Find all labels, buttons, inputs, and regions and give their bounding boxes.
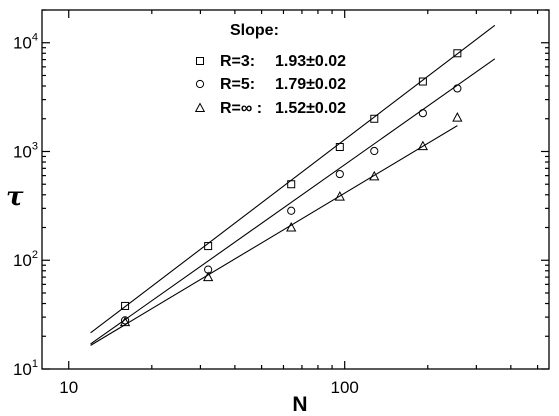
data-point-square: [453, 49, 462, 58]
fit-line-series-3: [90, 125, 458, 346]
fit-line-series-1: [90, 24, 496, 334]
fit-lines: [90, 24, 496, 346]
legend-slope-value: 1.79±0.02: [275, 76, 346, 93]
data-point-square: [418, 77, 427, 86]
legend-marker-circle: [195, 79, 205, 89]
y-tick-label: 101: [13, 358, 38, 379]
data-point-circle: [287, 206, 296, 215]
x-tick-label: 10: [59, 378, 78, 397]
y-tick-label: 103: [13, 140, 38, 161]
data-point-circle: [453, 84, 462, 93]
data-point-triangle: [119, 316, 131, 327]
data-point-triangle: [286, 221, 297, 232]
data-point-square: [121, 301, 130, 310]
data-point-triangle: [203, 271, 214, 282]
legend-label: R=5:: [220, 76, 255, 93]
data-point-square: [370, 114, 379, 123]
data-point-triangle: [452, 112, 463, 122]
y-axis-title: τ: [6, 182, 24, 212]
plot-frame: [41, 9, 550, 370]
y-tick-label: 102: [13, 249, 38, 270]
legend: Slope: R=3: 1.93±0.02 R=5: 1.79±0.02 R=∞ : 1.…: [194, 22, 346, 117]
legend-marker-square: [196, 57, 204, 65]
legend-title: Slope:: [230, 22, 279, 39]
data-point-square: [335, 142, 344, 151]
x-axis-title: N: [292, 393, 307, 416]
y-tick-label: 104: [13, 32, 38, 53]
data-markers: [119, 49, 463, 327]
data-point-circle: [335, 169, 344, 179]
x-tick-label: 100: [331, 378, 359, 397]
data-point-triangle: [369, 170, 380, 181]
legend-label: R=∞ :: [220, 100, 262, 117]
data-point-triangle: [334, 191, 345, 201]
legend-slope-value: 1.93±0.02: [275, 53, 346, 70]
legend-slope-value: 1.52±0.02: [275, 100, 346, 117]
data-point-triangle: [417, 140, 429, 151]
legend-label: R=3:: [220, 53, 255, 70]
data-point-circle: [418, 109, 427, 118]
tick-labels: 10 100 101 102 103 104: [13, 32, 359, 397]
fit-line-series-2: [90, 58, 496, 345]
axis-ticks: [42, 9, 549, 370]
data-point-square: [287, 180, 296, 189]
data-point-circle: [370, 146, 379, 156]
legend-marker-triangle: [194, 102, 206, 112]
data-point-square: [204, 242, 213, 251]
